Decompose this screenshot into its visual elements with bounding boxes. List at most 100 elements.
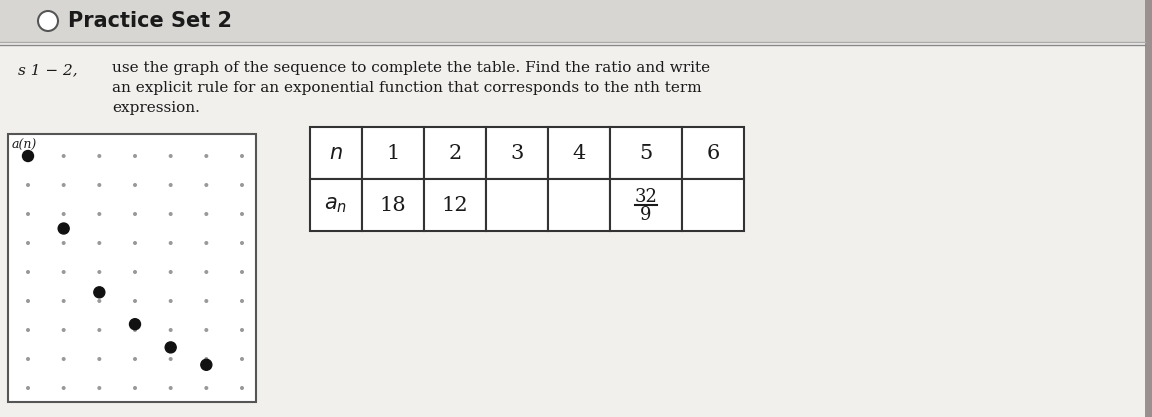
Circle shape bbox=[169, 213, 172, 215]
Circle shape bbox=[134, 184, 136, 186]
Circle shape bbox=[62, 358, 65, 360]
Circle shape bbox=[26, 213, 29, 215]
Text: $a_n$: $a_n$ bbox=[325, 195, 348, 215]
Circle shape bbox=[62, 155, 65, 157]
Circle shape bbox=[134, 358, 136, 360]
Circle shape bbox=[134, 387, 136, 389]
Text: 9: 9 bbox=[641, 206, 652, 224]
Circle shape bbox=[205, 242, 207, 244]
Circle shape bbox=[241, 271, 243, 273]
Circle shape bbox=[26, 242, 29, 244]
Text: Practice Set 2: Practice Set 2 bbox=[68, 11, 232, 31]
Text: $n$: $n$ bbox=[329, 143, 343, 163]
Circle shape bbox=[62, 271, 65, 273]
Text: 4: 4 bbox=[573, 143, 585, 163]
Circle shape bbox=[129, 319, 141, 330]
Circle shape bbox=[241, 155, 243, 157]
Circle shape bbox=[98, 271, 100, 273]
Bar bbox=[1145, 0, 1152, 417]
Circle shape bbox=[165, 342, 176, 353]
Circle shape bbox=[169, 329, 172, 331]
Bar bbox=[8, 134, 256, 402]
Text: use the graph of the sequence to complete the table. Find the ratio and write: use the graph of the sequence to complet… bbox=[112, 61, 710, 75]
Text: s 1 − 2,: s 1 − 2, bbox=[18, 63, 77, 77]
Text: 2: 2 bbox=[448, 143, 462, 163]
Circle shape bbox=[23, 151, 33, 161]
Circle shape bbox=[58, 223, 69, 234]
Bar bbox=[424, 127, 486, 179]
Bar bbox=[486, 179, 548, 231]
Circle shape bbox=[98, 387, 100, 389]
Circle shape bbox=[205, 329, 207, 331]
Text: 32: 32 bbox=[635, 188, 658, 206]
Circle shape bbox=[134, 213, 136, 215]
Circle shape bbox=[205, 358, 207, 360]
Circle shape bbox=[26, 184, 29, 186]
Circle shape bbox=[62, 300, 65, 302]
Circle shape bbox=[134, 155, 136, 157]
Circle shape bbox=[205, 184, 207, 186]
Circle shape bbox=[98, 213, 100, 215]
Circle shape bbox=[205, 300, 207, 302]
Circle shape bbox=[205, 155, 207, 157]
Circle shape bbox=[241, 358, 243, 360]
Text: an explicit rule for an exponential function that corresponds to the nth term: an explicit rule for an exponential func… bbox=[112, 81, 702, 95]
Circle shape bbox=[62, 329, 65, 331]
Circle shape bbox=[205, 213, 207, 215]
Text: 6: 6 bbox=[706, 143, 720, 163]
Circle shape bbox=[26, 155, 29, 157]
Circle shape bbox=[241, 213, 243, 215]
Circle shape bbox=[62, 213, 65, 215]
Circle shape bbox=[62, 184, 65, 186]
Circle shape bbox=[169, 155, 172, 157]
Circle shape bbox=[98, 300, 100, 302]
Bar bbox=[424, 179, 486, 231]
Text: 5: 5 bbox=[639, 143, 653, 163]
Bar bbox=[682, 127, 744, 179]
Bar bbox=[548, 179, 611, 231]
Circle shape bbox=[241, 387, 243, 389]
Circle shape bbox=[169, 387, 172, 389]
Bar bbox=[548, 127, 611, 179]
Circle shape bbox=[134, 271, 136, 273]
Circle shape bbox=[98, 184, 100, 186]
Circle shape bbox=[38, 11, 58, 31]
Bar bbox=[611, 179, 682, 231]
Circle shape bbox=[169, 184, 172, 186]
Circle shape bbox=[98, 242, 100, 244]
Bar bbox=[486, 127, 548, 179]
Circle shape bbox=[98, 155, 100, 157]
Text: 18: 18 bbox=[380, 196, 407, 214]
Circle shape bbox=[26, 358, 29, 360]
Bar bbox=[362, 179, 424, 231]
Bar bbox=[310, 127, 362, 179]
Circle shape bbox=[93, 287, 105, 298]
Circle shape bbox=[134, 300, 136, 302]
Circle shape bbox=[241, 300, 243, 302]
Circle shape bbox=[205, 271, 207, 273]
Circle shape bbox=[169, 271, 172, 273]
Circle shape bbox=[134, 242, 136, 244]
Bar bbox=[310, 179, 362, 231]
Bar bbox=[682, 179, 744, 231]
Circle shape bbox=[169, 242, 172, 244]
Text: 1: 1 bbox=[386, 143, 400, 163]
Circle shape bbox=[26, 300, 29, 302]
Circle shape bbox=[241, 184, 243, 186]
Circle shape bbox=[169, 300, 172, 302]
Circle shape bbox=[200, 359, 212, 370]
Circle shape bbox=[241, 242, 243, 244]
Bar bbox=[611, 127, 682, 179]
Circle shape bbox=[98, 358, 100, 360]
Bar bbox=[0, 0, 1145, 42]
Circle shape bbox=[26, 329, 29, 331]
Bar bbox=[362, 127, 424, 179]
Circle shape bbox=[205, 387, 207, 389]
Circle shape bbox=[134, 329, 136, 331]
Circle shape bbox=[169, 358, 172, 360]
Circle shape bbox=[26, 271, 29, 273]
Circle shape bbox=[62, 387, 65, 389]
Text: a(n): a(n) bbox=[12, 139, 37, 152]
Circle shape bbox=[98, 329, 100, 331]
Text: 3: 3 bbox=[510, 143, 524, 163]
